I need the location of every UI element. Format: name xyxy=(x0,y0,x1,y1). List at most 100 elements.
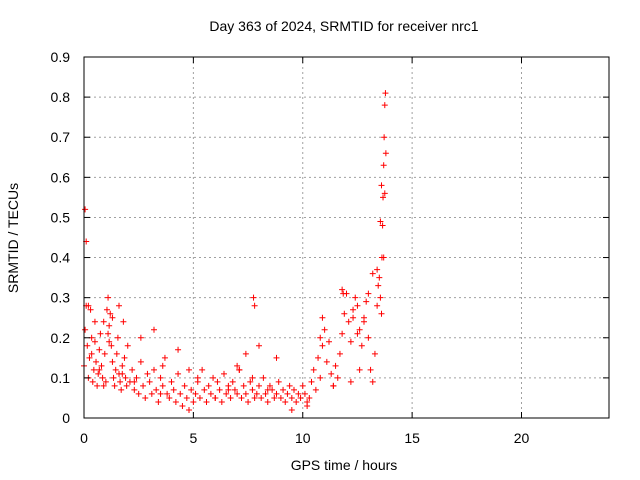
data-point xyxy=(133,374,140,381)
data-point xyxy=(116,302,122,309)
data-point xyxy=(112,366,119,373)
data-point xyxy=(146,378,153,385)
y-tick-label: 0.1 xyxy=(51,370,71,386)
data-point xyxy=(365,334,372,341)
data-point xyxy=(350,306,357,313)
y-tick-label: 0 xyxy=(62,410,70,426)
x-tick-label: 15 xyxy=(404,430,420,446)
data-point xyxy=(221,370,227,377)
data-point xyxy=(190,398,197,405)
x-tick-label: 20 xyxy=(514,430,530,446)
data-point xyxy=(114,334,121,341)
x-tick-label: 0 xyxy=(80,430,88,446)
data-point xyxy=(137,334,144,341)
data-point xyxy=(157,390,164,397)
y-tick-label: 0.4 xyxy=(51,250,71,266)
data-point xyxy=(299,382,306,389)
data-point xyxy=(164,390,171,397)
data-point xyxy=(365,290,372,297)
data-point xyxy=(102,378,109,385)
plot-frame xyxy=(83,56,610,419)
data-point xyxy=(227,394,234,401)
data-point xyxy=(155,398,162,405)
data-point xyxy=(110,374,117,381)
data-point xyxy=(242,390,249,397)
data-point xyxy=(356,366,363,373)
data-point xyxy=(95,370,102,377)
data-point xyxy=(151,366,157,373)
data-point xyxy=(275,378,282,385)
data-point xyxy=(113,350,120,357)
data-point xyxy=(328,370,335,377)
data-point xyxy=(168,378,175,385)
data-point xyxy=(210,374,217,381)
data-point xyxy=(381,102,388,109)
data-point xyxy=(262,390,269,397)
data-point xyxy=(84,342,91,349)
data-point xyxy=(247,378,254,385)
data-point xyxy=(354,302,361,309)
data-point xyxy=(109,358,116,365)
data-point xyxy=(379,222,386,229)
data-point xyxy=(120,318,127,325)
data-point xyxy=(93,358,100,365)
data-point xyxy=(119,362,126,369)
data-point xyxy=(336,350,343,357)
y-tick-label: 0.3 xyxy=(51,290,71,306)
data-point xyxy=(361,318,367,325)
y-tick-label: 0.9 xyxy=(51,49,71,65)
data-point xyxy=(100,318,107,325)
data-point xyxy=(166,394,173,401)
data-point xyxy=(341,310,348,317)
data-layer xyxy=(81,90,389,413)
data-point xyxy=(258,394,265,401)
data-point xyxy=(172,398,179,405)
data-point xyxy=(256,382,262,389)
data-point xyxy=(326,338,332,345)
data-point xyxy=(106,322,113,329)
data-point xyxy=(382,90,389,97)
data-point xyxy=(382,150,389,157)
data-point xyxy=(282,398,289,405)
data-point xyxy=(377,218,384,225)
data-point xyxy=(199,366,206,373)
data-point xyxy=(100,382,107,389)
data-point xyxy=(88,350,95,357)
data-point xyxy=(82,206,89,213)
tick-layer: 0 0.1 0.2 0.3 0.4 0.5 0.6 0.7 0.8 0.9 0 5 10 15 20 xyxy=(51,49,609,446)
data-point xyxy=(291,386,297,393)
data-point xyxy=(280,386,287,393)
data-point xyxy=(304,398,311,405)
grid-layer xyxy=(84,57,609,418)
data-point xyxy=(271,394,278,401)
data-point xyxy=(153,386,160,393)
data-point xyxy=(378,310,385,317)
data-point xyxy=(207,390,214,397)
data-point xyxy=(159,382,166,389)
data-point xyxy=(170,386,177,393)
data-point xyxy=(339,286,346,293)
data-point xyxy=(111,382,118,389)
data-point xyxy=(97,330,104,337)
data-point xyxy=(231,386,238,393)
data-point xyxy=(234,390,241,397)
data-point xyxy=(240,382,247,389)
data-point xyxy=(177,390,184,397)
data-point xyxy=(371,350,378,357)
y-tick-label: 0.2 xyxy=(51,330,71,346)
data-point xyxy=(234,362,241,369)
data-point xyxy=(179,402,186,409)
data-point xyxy=(363,298,370,305)
data-point xyxy=(106,338,113,345)
data-point xyxy=(183,394,190,401)
data-point xyxy=(245,398,252,405)
data-point xyxy=(264,386,271,393)
chart-title: Day 363 of 2024, SRMTID for receiver nrc… xyxy=(209,18,478,34)
data-point xyxy=(109,314,116,321)
data-point xyxy=(319,314,326,321)
data-point xyxy=(96,366,103,373)
data-point xyxy=(266,382,273,389)
data-point xyxy=(323,358,330,365)
data-point xyxy=(367,366,374,373)
